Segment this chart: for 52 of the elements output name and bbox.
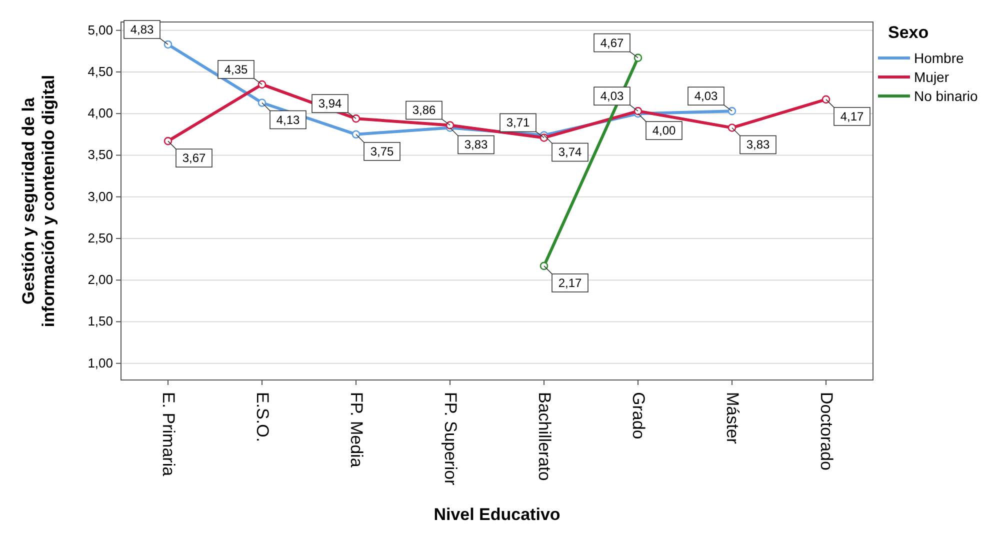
data-label: 2,17 — [558, 276, 582, 290]
x-tick-label: Máster — [723, 392, 742, 444]
data-label: 4,17 — [840, 109, 864, 124]
point — [258, 80, 266, 89]
data-label: 4,03 — [694, 89, 718, 104]
data-label: 4,83 — [130, 22, 154, 36]
y-tick-label: 5,00 — [88, 22, 113, 38]
legend-label: Mujer — [914, 69, 950, 85]
point — [446, 121, 454, 130]
point — [728, 106, 736, 116]
legend-label: Hombre — [914, 50, 964, 66]
y-tick-label: 3,50 — [88, 147, 113, 162]
point — [258, 98, 266, 107]
data-label: 3,86 — [412, 103, 436, 118]
x-tick-label: Grado — [629, 392, 648, 440]
y-tick-label: 4,00 — [88, 106, 113, 121]
data-label: 4,03 — [600, 89, 624, 104]
data-label: 4,67 — [600, 36, 624, 50]
legend-title: Sexo — [888, 23, 929, 42]
x-tick-label: E. Primaria — [159, 392, 178, 477]
y-tick-label: 2,00 — [88, 272, 113, 288]
point — [164, 136, 172, 146]
data-label: 3,83 — [464, 138, 488, 152]
point — [822, 95, 830, 104]
y-tick-label: 2,50 — [88, 230, 113, 246]
y-tick-label: 3,00 — [88, 188, 113, 204]
y-tick-label: 1,00 — [88, 355, 113, 370]
point — [164, 40, 172, 49]
x-tick-label: Bachillerato — [535, 392, 554, 481]
x-axis-title: Nivel Educativo — [434, 505, 560, 524]
data-label: 3,67 — [182, 151, 206, 166]
data-label: 3,75 — [370, 144, 394, 158]
x-tick-label: E.S.O. — [253, 392, 272, 442]
x-tick-label: FP. Media — [347, 392, 366, 468]
point — [728, 124, 736, 132]
point — [352, 114, 360, 123]
point — [634, 54, 642, 62]
data-label: 4,35 — [224, 62, 248, 76]
point — [352, 130, 360, 139]
point — [634, 106, 642, 116]
y-tick-label: 4,50 — [88, 64, 113, 79]
data-label: 3,71 — [506, 116, 530, 130]
y-tick-label: 1,50 — [88, 314, 113, 329]
legend-label: No binario — [914, 88, 978, 104]
x-tick-label: FP. Superior — [441, 392, 460, 486]
x-tick-label: Doctorado — [817, 392, 836, 470]
data-label: 3,83 — [746, 138, 770, 152]
data-label: 3,94 — [318, 96, 342, 111]
data-label: 3,74 — [558, 145, 582, 160]
data-label: 4,00 — [652, 124, 676, 138]
data-label: 4,13 — [276, 112, 300, 127]
y-axis-title: Gestión y seguridad de la información y contenido digital — [19, 74, 58, 328]
